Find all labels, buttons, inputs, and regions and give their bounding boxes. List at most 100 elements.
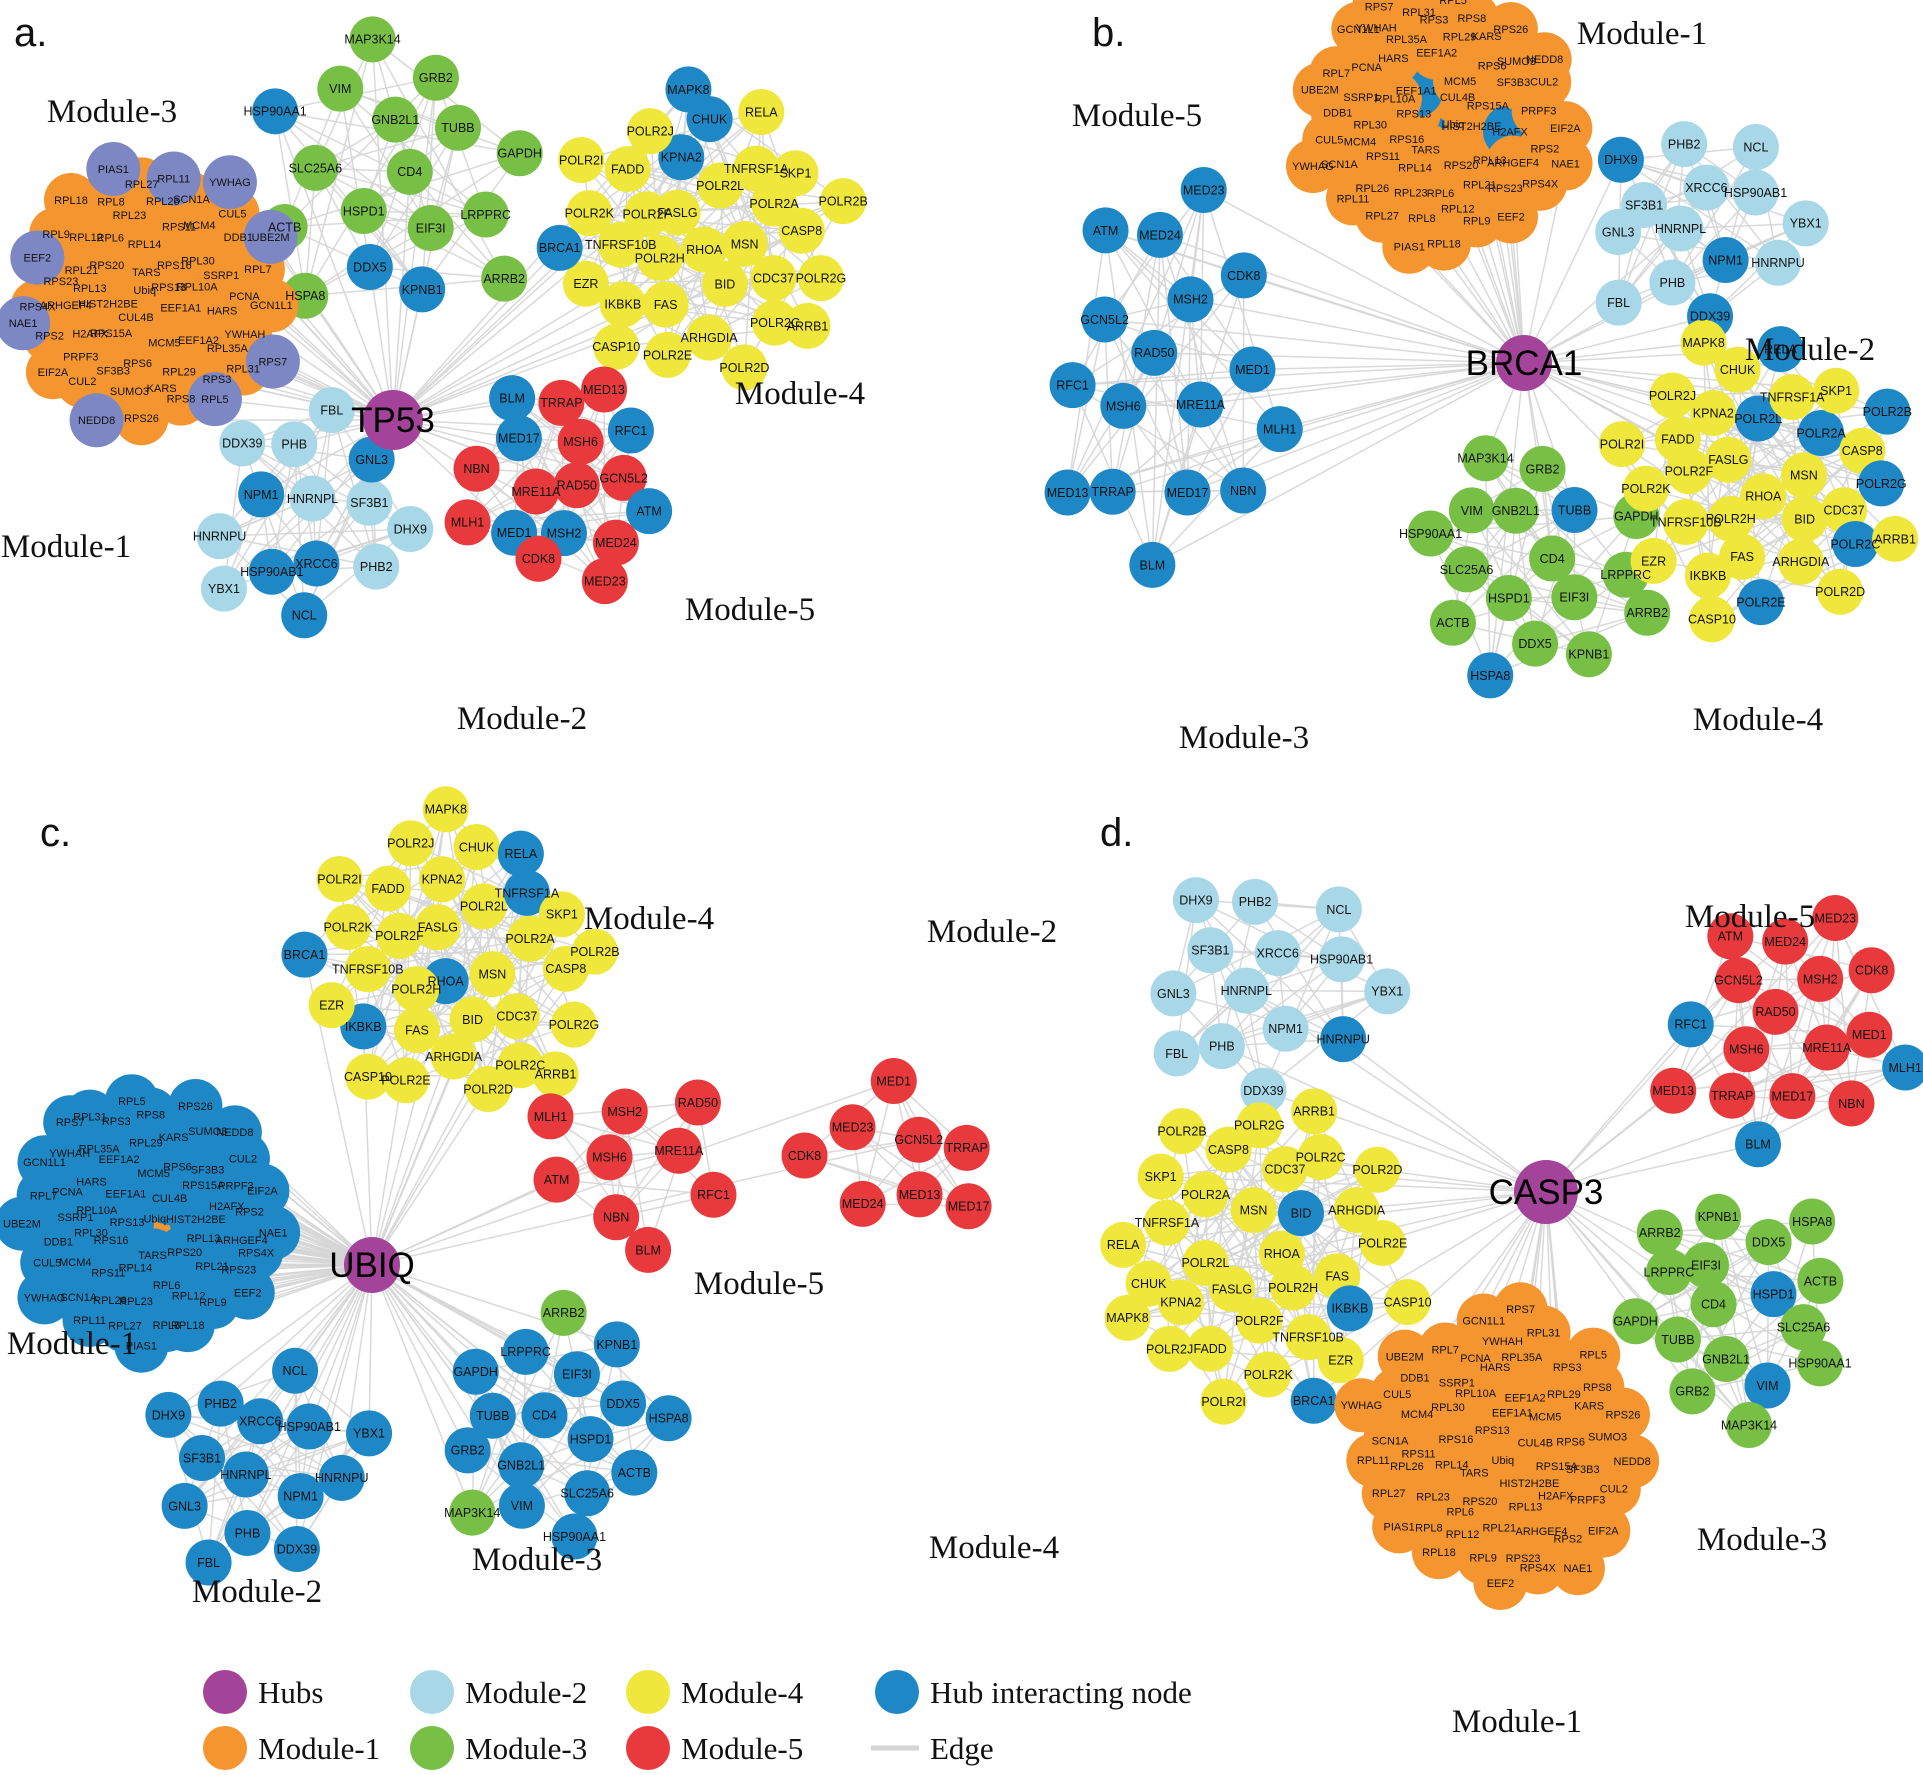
node-YBX1 xyxy=(1782,200,1829,247)
node-label-RPL12: RPL12 xyxy=(172,1290,206,1302)
node-label-RPS15A: RPS15A xyxy=(1467,101,1510,113)
node-label-RPL5: RPL5 xyxy=(1439,0,1467,7)
node-CHUK xyxy=(453,823,500,870)
node-label-RPL8: RPL8 xyxy=(153,1320,181,1332)
node-XRCC6 xyxy=(237,1398,284,1445)
node-label-RPL30: RPL30 xyxy=(1431,1402,1465,1414)
module-label-module4-panel-c: Module-4 xyxy=(584,901,714,937)
node-label-RPS23: RPS23 xyxy=(1506,1553,1541,1565)
node-label-TRRAP: TRRAP xyxy=(540,396,582,410)
node-label-RPL6: RPL6 xyxy=(97,232,125,244)
node-label-HARS: HARS xyxy=(207,305,238,317)
node-label-RPL8: RPL8 xyxy=(1408,213,1436,225)
edge xyxy=(223,458,373,590)
node-label-RPS15A: RPS15A xyxy=(182,1180,225,1192)
node-label-TNFRSF1A: TNFRSF1A xyxy=(495,886,560,900)
node-label-PHB2: PHB2 xyxy=(360,560,393,574)
node-ARRB1 xyxy=(532,1051,579,1098)
node-MAP3K14 xyxy=(1462,435,1509,482)
node-POLR2J xyxy=(627,108,674,155)
node-CASP10 xyxy=(593,323,640,370)
legend-label-module1: Module-1 xyxy=(258,1731,380,1766)
node-label-BRCA1: BRCA1 xyxy=(539,241,581,255)
node-GCN1L1 xyxy=(17,1135,72,1190)
node-KPNA2 xyxy=(419,856,466,903)
node-label-POLR2B: POLR2B xyxy=(819,194,868,208)
node-label-POLR2A: POLR2A xyxy=(505,932,555,946)
node-label-YWHAH: YWHAH xyxy=(49,1148,90,1160)
node-label-RPL21: RPL21 xyxy=(1482,1523,1516,1535)
panel-letter-d: d. xyxy=(1100,811,1133,855)
node-TNFRSF1A xyxy=(1143,1199,1190,1246)
hub-edge xyxy=(1154,352,1525,364)
node-label-EEF1A2: EEF1A2 xyxy=(1416,48,1457,60)
node-label-LRPPRC: LRPPRC xyxy=(460,208,511,222)
node-label-CUL4B: CUL4B xyxy=(152,1193,187,1205)
panel-letter-c: c. xyxy=(40,811,71,855)
node-HSPA8 xyxy=(645,1395,692,1442)
node-label-MED17: MED17 xyxy=(498,432,540,446)
node-BID xyxy=(1781,496,1828,543)
node-label-RPL35A: RPL35A xyxy=(1386,34,1428,46)
node-label-RPS16: RPS16 xyxy=(157,260,192,272)
node-label-MAP3K14: MAP3K14 xyxy=(344,33,400,47)
module-label-module3-panel-b: Module-3 xyxy=(1179,720,1309,756)
node-label-MED17: MED17 xyxy=(948,1200,990,1214)
node-POLR2F xyxy=(623,191,670,238)
node-label-YWHAH: YWHAH xyxy=(1356,22,1397,34)
hub-edge xyxy=(1252,362,1525,371)
legend-swatch-module1 xyxy=(203,1726,247,1770)
node-label-HIST2H2BE: HIST2H2BE xyxy=(1499,1478,1559,1490)
node-DDX5 xyxy=(1512,620,1559,667)
node-label-ARRB1: ARRB1 xyxy=(1293,1105,1335,1119)
node-ACTB xyxy=(1797,1257,1844,1304)
node-CDK8 xyxy=(515,535,562,582)
node-label-NEDD8: NEDD8 xyxy=(216,1127,253,1139)
node-SLC25A6 xyxy=(564,1470,611,1517)
node-label-MAP3K14: MAP3K14 xyxy=(1457,452,1513,466)
node-label-MCM5: MCM5 xyxy=(137,1168,169,1180)
node-label-CDC37: CDC37 xyxy=(496,1010,537,1024)
node-label-Ubiq: Ubiq xyxy=(133,285,156,297)
node-label-RPL12: RPL12 xyxy=(69,232,103,244)
edge xyxy=(1173,992,1344,1040)
node-TUBB xyxy=(1654,1316,1701,1363)
node-NCL xyxy=(281,592,328,639)
hub-edge xyxy=(1203,189,1525,364)
hub-node-brca1 xyxy=(1496,335,1552,391)
node-label-GNL3: GNL3 xyxy=(1157,987,1190,1001)
node-RPS7 xyxy=(1352,0,1407,34)
node-label-TARS: TARS xyxy=(1460,1468,1489,1480)
node-DHX9 xyxy=(1172,877,1219,924)
node-label-RPL30: RPL30 xyxy=(74,1227,108,1239)
node-RFC1 xyxy=(690,1171,737,1218)
node-label-CUL5: CUL5 xyxy=(33,1257,61,1269)
node-label-RPL23: RPL23 xyxy=(1394,188,1428,200)
node-POLR2E xyxy=(383,1057,430,1104)
node-SF3B1 xyxy=(346,479,393,526)
hub-edge xyxy=(368,1264,373,1434)
node-MED1 xyxy=(1846,1011,1893,1058)
node-label-HARS: HARS xyxy=(1480,1362,1511,1374)
node-label-MED13: MED13 xyxy=(583,383,625,397)
node-label-GCN5L2: GCN5L2 xyxy=(894,1133,943,1147)
module-label-module2-panel-d: Module-2 xyxy=(927,914,1057,950)
node-label-RPS7: RPS7 xyxy=(258,356,287,368)
node-EIF3I xyxy=(1682,1242,1729,1289)
node-label-RPL27: RPL27 xyxy=(1372,1488,1406,1500)
node-label-POLR2C: POLR2C xyxy=(1296,1150,1346,1164)
node-HSPD1 xyxy=(340,187,387,234)
node-CDC37 xyxy=(750,255,797,302)
node-labels-layer: Ubiq RPS13 CUL4B TARS EEF1A1 HIST2H2BE RPS16 MC… xyxy=(1047,0,1916,683)
node-POLR2H xyxy=(636,234,683,281)
node-TNFRSF10B xyxy=(1662,498,1709,545)
node-label-PHB: PHB xyxy=(1209,1039,1235,1053)
node-label-CUL5: CUL5 xyxy=(1383,1389,1411,1401)
node-label-DDB1: DDB1 xyxy=(44,1236,73,1248)
node-label-DDX5: DDX5 xyxy=(1518,637,1551,651)
node-label-RPS16: RPS16 xyxy=(1439,1434,1474,1446)
node-label-CHUK: CHUK xyxy=(459,840,495,854)
node-label-RPS8: RPS8 xyxy=(136,1109,165,1121)
node-TRRAP xyxy=(1089,468,1136,515)
